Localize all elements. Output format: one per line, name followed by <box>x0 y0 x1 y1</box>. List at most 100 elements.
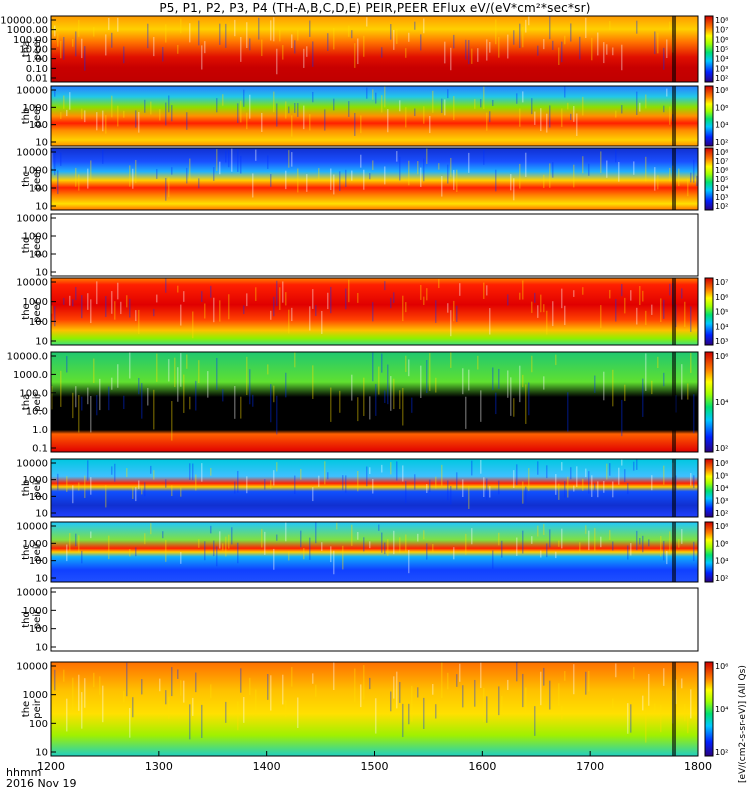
texture-streak <box>156 353 158 382</box>
texture-streak <box>327 472 329 480</box>
texture-streak <box>597 481 599 498</box>
texture-streak <box>135 487 137 502</box>
colorbar-tick-label: 10² <box>715 574 728 583</box>
texture-streak <box>192 311 194 339</box>
texture-streak <box>405 534 407 552</box>
texture-streak <box>243 305 245 315</box>
texture-streak <box>585 671 587 695</box>
texture-streak <box>264 479 266 490</box>
texture-streak <box>108 535 110 560</box>
texture-streak <box>294 352 296 368</box>
texture-streak <box>90 531 92 539</box>
texture-streak <box>408 550 410 574</box>
texture-streak <box>363 35 365 57</box>
texture-streak <box>594 528 596 551</box>
x-tick-label: 1600 <box>468 760 496 773</box>
texture-streak <box>435 704 437 719</box>
y-tick-label: 10 <box>35 748 48 759</box>
texture-streak <box>72 485 74 504</box>
spectrogram-texture <box>54 662 692 743</box>
texture-streak <box>276 395 278 435</box>
colorbar-tick-label: 10⁶ <box>715 35 728 44</box>
texture-streak <box>627 483 629 495</box>
texture-streak <box>375 698 377 734</box>
texture-streak <box>279 287 281 310</box>
texture-streak <box>330 387 332 422</box>
data-gap <box>672 352 676 452</box>
y-tick-label: 1000.0 <box>13 370 48 381</box>
texture-streak <box>252 173 254 198</box>
y-tick-label: 10000 <box>16 148 48 159</box>
texture-streak <box>381 532 383 553</box>
texture-streak <box>63 669 65 682</box>
texture-streak <box>669 283 671 296</box>
data-gap <box>672 662 676 756</box>
texture-streak <box>303 48 305 68</box>
texture-streak <box>237 149 239 172</box>
texture-streak <box>267 364 269 375</box>
panel-the-peer: 10000 1000 100 10 the peer 10⁷ 10⁶ 10⁵ 10⁴ 10³ <box>16 277 728 348</box>
texture-streak <box>444 41 446 64</box>
texture-streak <box>561 528 563 549</box>
texture-streak <box>192 463 194 481</box>
texture-streak <box>285 170 287 190</box>
texture-streak <box>660 704 662 733</box>
texture-streak <box>186 112 188 130</box>
texture-streak <box>111 466 113 475</box>
texture-streak <box>441 464 443 486</box>
texture-streak <box>558 540 560 547</box>
texture-streak <box>66 476 68 492</box>
texture-streak <box>501 540 503 558</box>
texture-streak <box>429 353 431 391</box>
texture-streak <box>339 390 341 413</box>
texture-streak <box>474 679 476 707</box>
texture-streak <box>345 169 347 187</box>
texture-streak <box>456 472 458 490</box>
texture-streak <box>570 23 572 42</box>
colorbar-tick-label: 10⁷ <box>715 26 728 35</box>
texture-streak <box>129 707 131 738</box>
texture-streak <box>75 533 77 547</box>
texture-streak <box>483 477 485 497</box>
y-tick-label: 10000 <box>16 86 48 97</box>
texture-streak <box>600 151 602 173</box>
texture-streak <box>276 103 278 127</box>
y-tick-label: 100 <box>29 317 48 328</box>
texture-streak <box>516 464 518 486</box>
texture-streak <box>453 547 455 560</box>
y-tick-label: 1000 <box>23 297 48 308</box>
texture-streak <box>231 148 233 172</box>
texture-streak <box>627 545 629 560</box>
texture-streak <box>420 284 422 300</box>
texture-streak <box>75 386 77 408</box>
texture-streak <box>297 29 299 41</box>
texture-streak <box>423 158 425 182</box>
texture-streak <box>111 32 113 48</box>
texture-streak <box>78 20 80 37</box>
texture-streak <box>180 551 182 564</box>
texture-streak <box>138 111 140 133</box>
texture-streak <box>495 19 497 45</box>
texture-streak <box>471 48 473 64</box>
texture-streak <box>399 100 401 112</box>
texture-streak <box>378 524 380 531</box>
texture-streak <box>159 678 161 692</box>
texture-streak <box>75 286 77 301</box>
texture-streak <box>432 684 434 695</box>
texture-streak <box>357 532 359 540</box>
texture-streak <box>384 166 386 185</box>
texture-streak <box>273 91 275 113</box>
data-gap <box>672 86 676 146</box>
texture-streak <box>78 482 80 491</box>
texture-streak <box>195 474 197 491</box>
texture-streak <box>639 538 641 545</box>
texture-streak <box>600 536 602 548</box>
texture-streak <box>222 94 224 106</box>
y-tick-label: 10000 <box>16 522 48 533</box>
texture-streak <box>402 465 404 482</box>
texture-streak <box>684 301 686 327</box>
texture-streak <box>273 548 275 570</box>
texture-streak <box>126 662 128 697</box>
texture-streak <box>522 27 524 48</box>
texture-streak <box>618 467 620 485</box>
